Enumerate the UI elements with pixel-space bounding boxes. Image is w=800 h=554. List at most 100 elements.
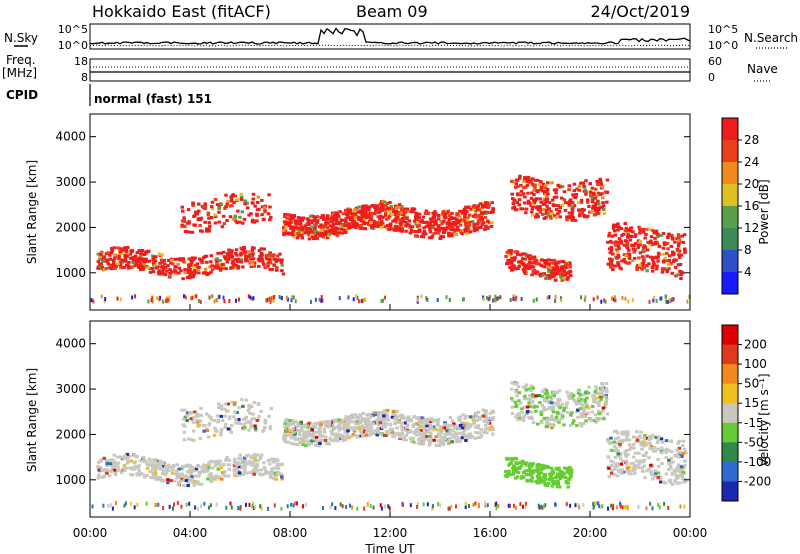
power-cell (297, 227, 301, 230)
power-cell (208, 225, 212, 228)
power-cell (554, 204, 558, 207)
power-cell (127, 261, 131, 264)
velocity-cell (464, 415, 468, 418)
power-cell (513, 199, 517, 202)
power-cell (519, 194, 523, 197)
velocity-cell (230, 502, 232, 506)
power-cell (637, 226, 641, 229)
velocity-cell (594, 501, 596, 505)
power-cell (664, 257, 668, 260)
velocity-cell (145, 474, 149, 477)
velocity-cell (477, 424, 481, 427)
power-cell (630, 235, 634, 238)
velocity-cell (675, 453, 679, 456)
velocity-cell (643, 465, 647, 468)
power-cell (342, 212, 346, 215)
power-cell (378, 211, 382, 214)
velocity-cell (350, 421, 354, 424)
power-cell (511, 265, 514, 268)
velocity-cell (146, 467, 150, 470)
velocity-cell (387, 432, 391, 435)
power-cell (642, 262, 646, 265)
power-cell (532, 193, 536, 196)
velocity-cell (545, 389, 549, 392)
velocity-cell (423, 422, 427, 425)
velocity-cell (187, 438, 191, 441)
power-cell (339, 296, 341, 300)
velocity-cell (260, 454, 264, 457)
power-cell (224, 205, 228, 208)
velocity-cell (559, 473, 563, 476)
power-cell (197, 203, 201, 206)
velocity-cell (169, 479, 173, 482)
power-cell (441, 227, 445, 230)
velocity-cell (523, 395, 527, 398)
y-tick-label: 2000 (55, 427, 86, 441)
power-cell (666, 236, 670, 239)
nave-tick-low: 0 (708, 71, 715, 84)
velocity-cell (550, 418, 554, 421)
velocity-cell (341, 437, 345, 440)
power-cell (443, 215, 447, 218)
power-cell (370, 212, 374, 215)
velocity-cell (195, 413, 199, 416)
velocity-cell (665, 439, 669, 442)
velocity-cell (332, 439, 336, 442)
velocity-cell (406, 430, 410, 433)
power-cell (624, 222, 628, 225)
power-cell (210, 254, 214, 257)
power-cell (252, 198, 256, 201)
velocity-cell (239, 507, 241, 511)
velocity-cell (334, 506, 336, 510)
velocity-cell (592, 398, 596, 401)
power-cell (236, 210, 240, 213)
power-cell (340, 219, 344, 222)
velocity-cell (556, 419, 560, 422)
power-cell (566, 276, 570, 279)
velocity-cell (186, 476, 190, 479)
velocity-cell (628, 448, 632, 451)
power-cell (628, 261, 632, 264)
velocity-cell (192, 421, 196, 424)
velocity-cell (559, 406, 563, 409)
power-cell (479, 226, 483, 229)
power-cell (522, 180, 526, 183)
power-cell (635, 268, 639, 271)
velocity-cell (647, 456, 651, 459)
power-cell (162, 300, 164, 304)
velocity-cell (234, 418, 238, 421)
velocity-cell (526, 406, 530, 409)
velocity-cell (594, 385, 598, 388)
power-cell (343, 229, 347, 232)
power-cell (651, 266, 655, 269)
velocity-cell (174, 473, 178, 476)
velocity-cell (676, 482, 680, 485)
power-cell (216, 252, 220, 255)
velocity-cell (507, 470, 511, 473)
power-cell (574, 219, 578, 222)
velocity-cell (540, 464, 544, 467)
power-cell (568, 215, 572, 218)
velocity-cell (182, 418, 186, 421)
power-cell (571, 208, 575, 211)
velocity-cell (217, 403, 221, 406)
power-cell (190, 259, 194, 262)
power-cell (214, 222, 218, 225)
power-heatmap-cells (91, 175, 691, 304)
velocity-cell (92, 505, 94, 509)
power-cell (661, 271, 665, 274)
velocity-cell (671, 461, 675, 464)
velocity-cell (583, 412, 587, 415)
power-cell (349, 218, 353, 221)
power-cell (410, 230, 414, 233)
velocity-cell (566, 470, 570, 473)
power-cell (611, 235, 615, 238)
velocity-cell (457, 437, 461, 440)
power-cell (270, 254, 274, 257)
power-cell (487, 205, 491, 208)
freq-unit: [MHz] (2, 66, 37, 80)
velocity-cell (515, 394, 519, 397)
velocity-cell (405, 434, 409, 437)
power-cell (194, 211, 198, 214)
freq-label: Freq. (6, 53, 36, 67)
